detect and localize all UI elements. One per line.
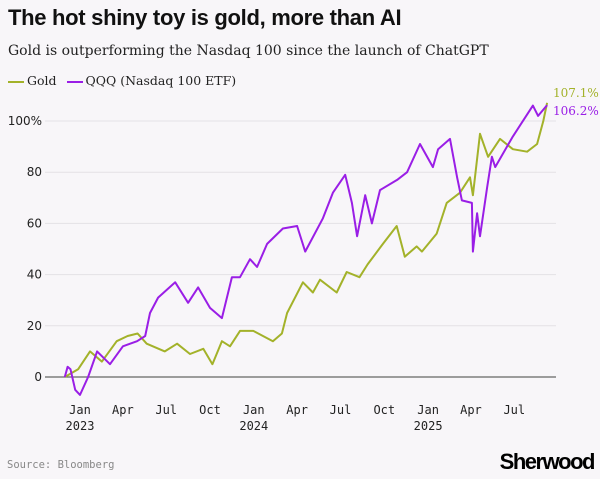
legend-label-qqq: QQQ (Nasdaq 100 ETF) (85, 73, 237, 88)
legend-swatch-qqq (66, 80, 83, 83)
y-tick-label: 100% (8, 114, 42, 128)
y-tick-label: 0 (34, 370, 42, 384)
x-tick-label: Jan (243, 403, 265, 417)
sherwood-logo: Sherwood (499, 449, 596, 474)
chart-subtitle: Gold is outperforming the Nasdaq 100 sin… (8, 43, 489, 59)
x-tick-label: Jan (69, 403, 91, 417)
source-note: Source: Bloomberg (7, 459, 115, 471)
x-tick-label: Jul (503, 403, 525, 417)
x-tick-label: Jan (417, 403, 439, 417)
x-tick-label: Jul (155, 403, 177, 417)
x-tick-label: Oct (373, 403, 395, 417)
chart-title: The hot shiny toy is gold, more than AI (8, 5, 402, 30)
legend-label-gold: Gold (27, 73, 57, 88)
legend: Gold QQQ (Nasdaq 100 ETF) (8, 73, 236, 88)
gold-line (64, 102, 549, 378)
x-tick-year-label: 2024 (239, 419, 268, 433)
legend-swatch-gold (8, 80, 24, 83)
gold-end-label: 107.1% (553, 86, 599, 100)
y-tick-label: 60 (27, 216, 42, 230)
x-tick-label: Apr (460, 403, 482, 417)
x-tick-label: Apr (112, 403, 134, 417)
x-tick-year-label: 2023 (66, 419, 95, 433)
x-tick-label: Oct (199, 403, 221, 417)
x-tick-year-label: 2025 (414, 419, 443, 433)
qqq-end-label: 106.2% (553, 104, 599, 118)
qqq-line (63, 104, 548, 396)
legend-item-qqq: QQQ (Nasdaq 100 ETF) (66, 73, 237, 88)
y-tick-label: 80 (27, 165, 42, 179)
x-tick-label: Apr (286, 403, 308, 417)
y-tick-label: 20 (27, 319, 42, 333)
x-tick-label: Jul (330, 403, 352, 417)
legend-item-gold: Gold (8, 73, 57, 88)
y-tick-label: 40 (27, 268, 42, 282)
